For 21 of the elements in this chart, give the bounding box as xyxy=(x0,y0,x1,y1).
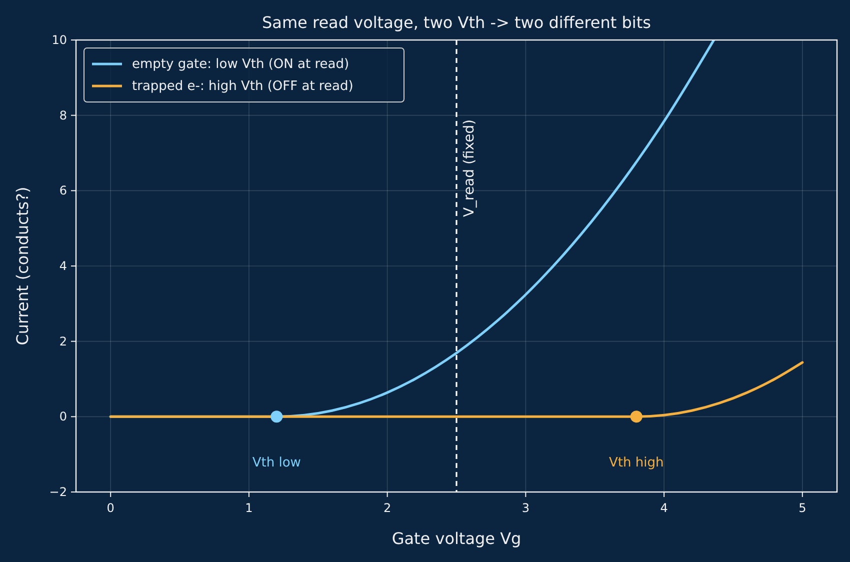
annotation: Vth low xyxy=(252,456,302,471)
y-tick-label: 10 xyxy=(52,33,67,47)
legend-label: empty gate: low Vth (ON at read) xyxy=(132,57,350,72)
y-tick-label: 4 xyxy=(59,259,67,273)
x-tick-label: 1 xyxy=(245,501,253,515)
x-tick-label: 4 xyxy=(660,501,668,515)
y-tick-label: 8 xyxy=(59,108,67,122)
legend-label: trapped e-: high Vth (OFF at read) xyxy=(132,79,354,94)
x-tick-label: 0 xyxy=(106,501,114,515)
x-tick-label: 2 xyxy=(384,501,392,515)
y-tick-label: 6 xyxy=(59,184,67,198)
x-axis-title: Gate voltage Vg xyxy=(392,529,522,548)
x-tick-label: 5 xyxy=(798,501,806,515)
x-tick-label: 3 xyxy=(522,501,530,515)
y-axis-title: Current (conducts?) xyxy=(13,186,32,346)
y-tick-label: 2 xyxy=(59,334,67,348)
ref-line-label: V_read (fixed) xyxy=(462,119,478,218)
annotation: Vth high xyxy=(609,456,664,471)
y-tick-label: −2 xyxy=(49,485,67,499)
y-tick-label: 0 xyxy=(59,410,67,424)
chart-title: Same read voltage, two Vth -> two different bits xyxy=(262,13,651,32)
